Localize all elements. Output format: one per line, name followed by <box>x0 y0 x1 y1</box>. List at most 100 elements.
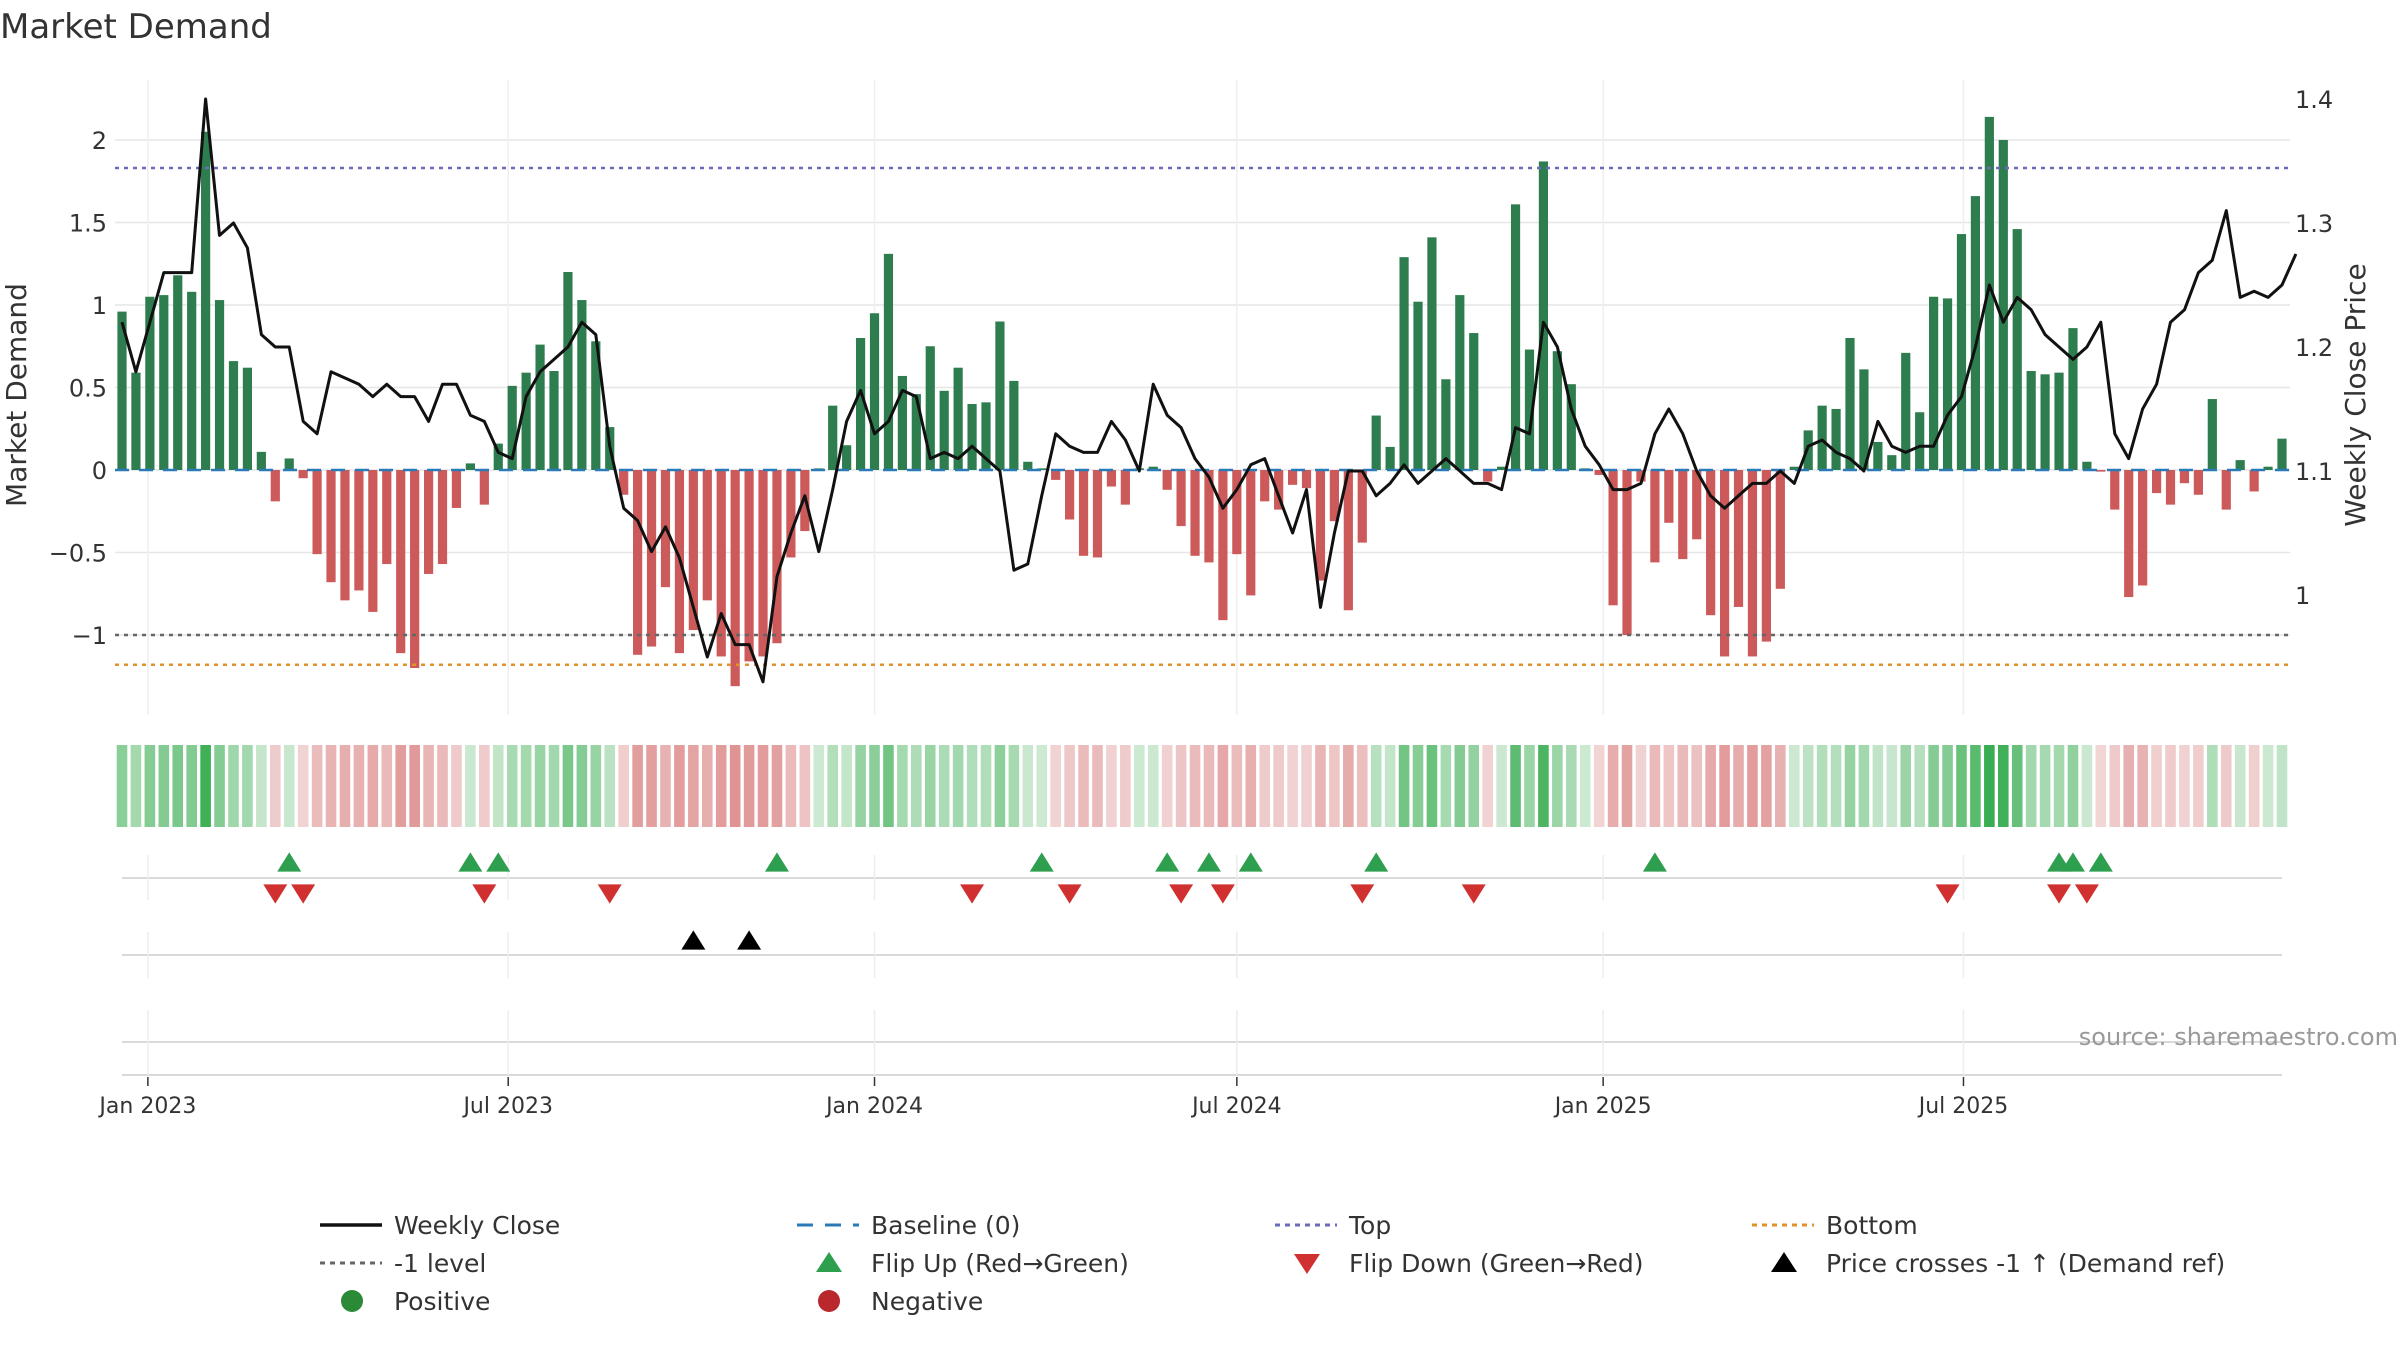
x-tick-label: Jul 2024 <box>1190 1094 1282 1119</box>
price-line <box>120 97 2298 684</box>
heat-strip-cell <box>2067 745 2079 827</box>
y2-tick-label: 1.2 <box>2295 334 2333 362</box>
heat-strip-cell <box>242 745 253 827</box>
demand-bar-negative <box>744 470 754 662</box>
heat-strip-cell <box>1928 745 1939 827</box>
demand-bar-negative <box>1287 470 1298 485</box>
demand-bar-positive <box>1148 466 1158 470</box>
heat-strip-cell <box>548 745 560 827</box>
demand-heat-strip <box>116 745 2288 827</box>
demand-bar-negative <box>1078 470 1089 556</box>
demand-bar-negative <box>1274 470 1284 510</box>
heat-strip-cell <box>1454 745 1466 827</box>
legend-swatch-triangle-down <box>1294 1254 1320 1274</box>
heat-strip-cell <box>1245 745 1257 827</box>
demand-bar-positive <box>228 361 239 470</box>
heat-strip-cell <box>1747 745 1758 827</box>
y-tick-label: 1.5 <box>69 210 107 238</box>
demand-bar-negative <box>1343 470 1353 611</box>
heat-strip-cell <box>799 745 811 827</box>
heat-strip-cell <box>1970 745 1981 827</box>
heat-strip-cell <box>1607 745 1619 827</box>
heat-strip-cell <box>1858 745 1870 827</box>
flip-down-marker <box>1169 884 1194 904</box>
heat-strip-cell <box>1133 745 1145 827</box>
demand-bar-negative <box>1650 470 1660 563</box>
heat-strip-cell <box>1343 745 1354 827</box>
heat-strip-cell <box>1677 745 1689 827</box>
legend-swatch-triangle-up <box>816 1252 842 1272</box>
heat-strip-cell <box>743 745 755 827</box>
demand-bar-negative <box>786 470 796 558</box>
demand-bar-negative <box>2165 470 2176 505</box>
demand-bar-negative <box>1329 470 1339 522</box>
heat-strip-cell <box>1022 745 1034 827</box>
heat-strip-cell <box>1663 745 1675 827</box>
heat-strip-cell <box>228 745 239 827</box>
heat-strip-cell <box>1719 745 1730 827</box>
demand-bar-positive <box>1970 196 1981 470</box>
heat-strip-cell <box>1370 745 1382 827</box>
demand-bar-negative <box>1747 470 1758 657</box>
heat-strip-cell <box>1468 745 1480 827</box>
flip-up-marker <box>1029 852 1054 872</box>
heat-strip-cell <box>604 745 616 827</box>
flip-up-marker <box>1196 852 1221 872</box>
demand-bar-negative <box>1719 470 1730 657</box>
demand-bar-positive <box>967 404 977 470</box>
heat-strip-cell <box>339 745 351 827</box>
demand-bar-positive <box>2082 461 2092 470</box>
demand-bar-negative <box>340 470 350 601</box>
demand-bar-negative <box>1176 470 1186 527</box>
heat-strip-cell <box>1649 745 1661 827</box>
heat-strip-cell <box>2025 745 2037 827</box>
demand-bar-positive <box>1413 301 1423 470</box>
heat-strip-cell <box>200 745 211 827</box>
heat-strip-cell <box>2053 745 2065 827</box>
heat-strip-cell <box>1482 745 1493 827</box>
heat-strip-cell <box>952 745 964 827</box>
heat-strip-cell <box>283 745 295 827</box>
heat-strip-cell <box>144 745 156 827</box>
demand-bar-positive <box>577 300 587 470</box>
demand-bar-negative <box>2124 470 2134 598</box>
demand-bar-positive <box>1524 349 1535 470</box>
heat-strip-cell <box>897 745 908 827</box>
heat-strip-cell <box>1287 745 1298 827</box>
heat-strip-cell <box>1426 745 1438 827</box>
marker-panels <box>122 855 2282 1076</box>
demand-bar-negative <box>270 470 280 502</box>
heat-strip-cell <box>1078 745 1089 827</box>
demand-bar-positive <box>1998 140 2008 470</box>
source-annotation: source: sharemaestro.com <box>2079 1023 2398 1051</box>
demand-bar-positive <box>911 394 921 470</box>
demand-bar-negative <box>730 470 740 687</box>
demand-bar-positive <box>1789 466 1799 470</box>
heat-strip-cell <box>646 745 657 827</box>
heat-strip-cell <box>2123 745 2135 827</box>
demand-bar-positive <box>1984 116 1994 471</box>
flip-up-marker <box>2088 852 2113 872</box>
flip-up-marker <box>1155 852 1180 872</box>
demand-bar-positive <box>521 372 531 470</box>
demand-bar-negative <box>1761 470 1771 642</box>
demand-bar-negative <box>437 470 448 565</box>
demand-bar-negative <box>1483 470 1493 482</box>
flip-up-marker <box>1364 852 1389 872</box>
demand-bar-negative <box>619 470 629 495</box>
flip-down-marker <box>1935 884 1960 904</box>
y-axis-label: Market Demand <box>0 283 33 507</box>
heat-strip-cell <box>1050 745 1061 827</box>
heat-strip-cell <box>506 745 518 827</box>
demand-bar-negative <box>772 470 782 644</box>
y2-tick-label: 1.3 <box>2295 210 2333 238</box>
demand-bar-positive <box>159 295 169 470</box>
demand-bar-negative <box>368 470 378 612</box>
heat-strip-cell <box>1120 745 1131 827</box>
heat-strip-cell <box>130 745 142 827</box>
y2-axis-ticks: 1 1.1 1.2 1.3 1.4 <box>2295 86 2333 610</box>
heat-strip-cell <box>688 745 699 827</box>
heat-strip-cell <box>994 745 1006 827</box>
demand-bar-positive <box>1845 338 1855 470</box>
legend: Weekly Close Baseline (0) Top Bottom -1 leve… <box>320 1211 2225 1316</box>
